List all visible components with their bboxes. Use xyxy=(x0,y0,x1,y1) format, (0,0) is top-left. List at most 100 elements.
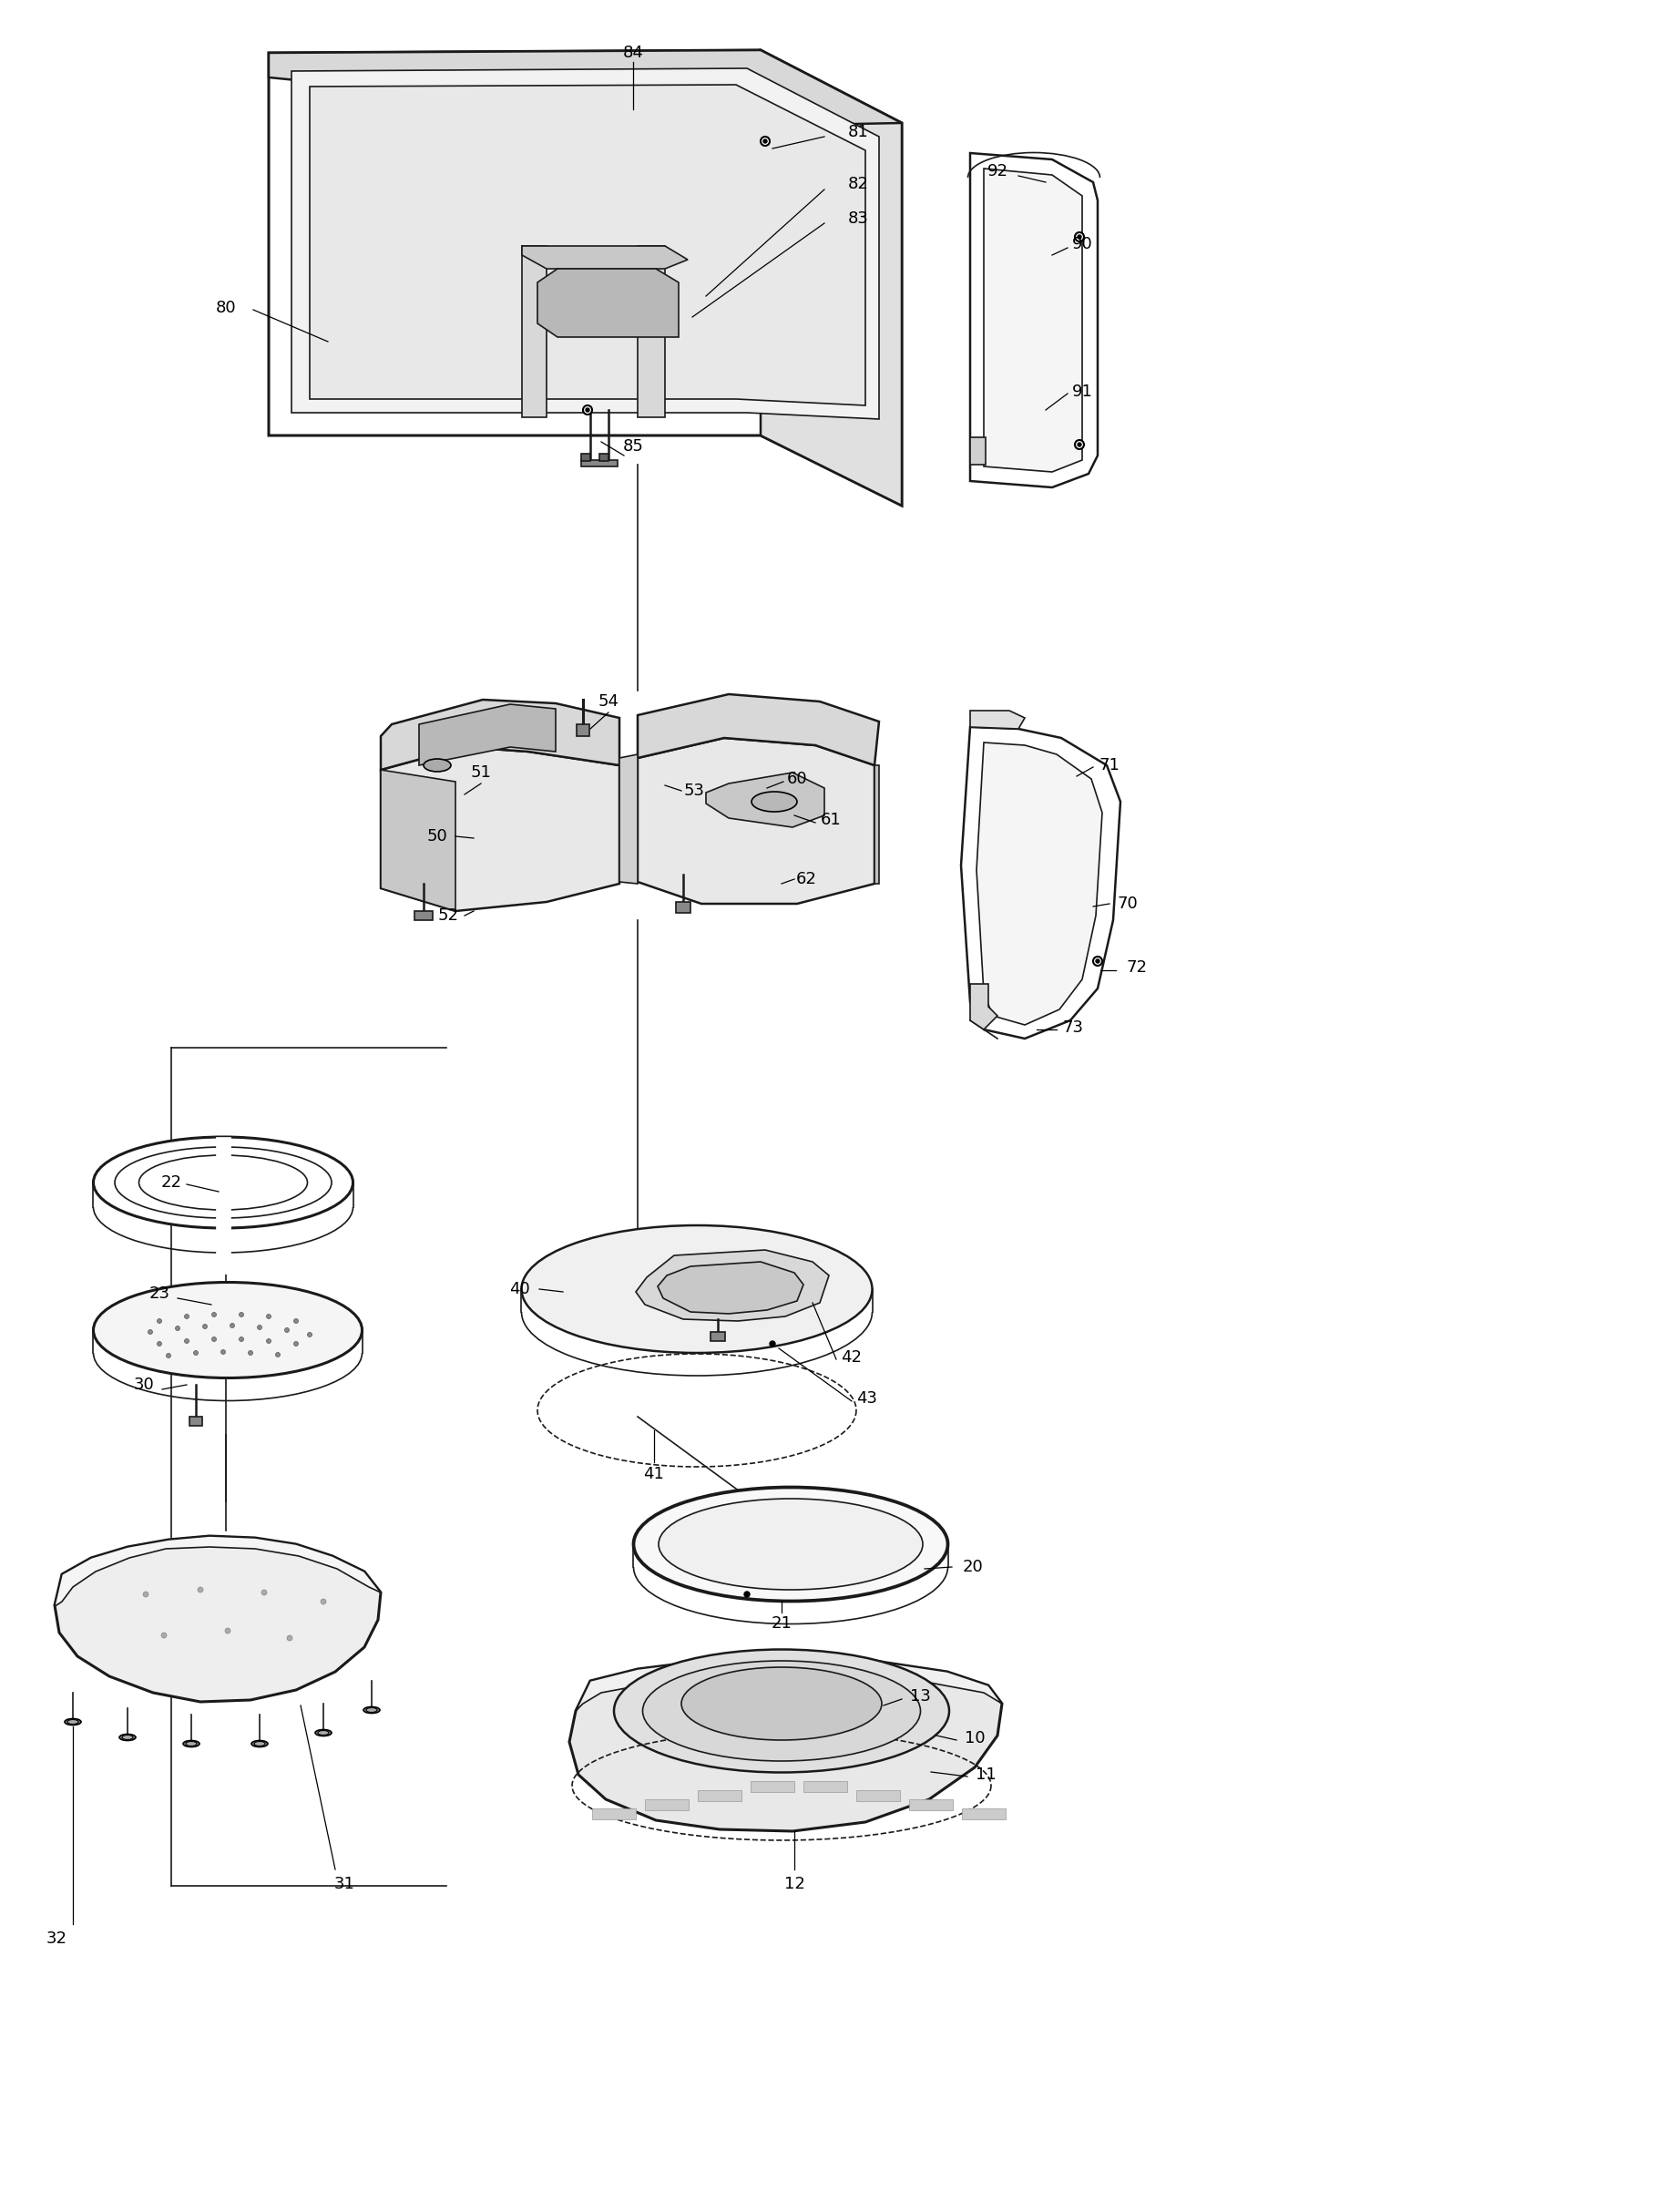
Polygon shape xyxy=(55,1535,381,1606)
Polygon shape xyxy=(969,438,986,465)
Polygon shape xyxy=(592,1809,636,1818)
Polygon shape xyxy=(216,1137,230,1274)
Polygon shape xyxy=(646,1798,689,1809)
Circle shape xyxy=(158,1340,161,1347)
Polygon shape xyxy=(190,1416,203,1427)
Circle shape xyxy=(1075,232,1083,241)
Polygon shape xyxy=(292,69,879,418)
Text: 21: 21 xyxy=(771,1615,792,1632)
Circle shape xyxy=(293,1318,299,1323)
Polygon shape xyxy=(569,1659,1003,1832)
Text: 90: 90 xyxy=(1072,237,1092,252)
Polygon shape xyxy=(961,728,1120,1040)
Ellipse shape xyxy=(94,1283,362,1378)
Polygon shape xyxy=(976,743,1102,1024)
Ellipse shape xyxy=(614,1650,949,1772)
Circle shape xyxy=(320,1599,325,1604)
Text: 70: 70 xyxy=(1117,896,1139,911)
Text: 60: 60 xyxy=(787,770,807,787)
Circle shape xyxy=(211,1312,216,1316)
Ellipse shape xyxy=(139,1155,307,1210)
Polygon shape xyxy=(857,1790,901,1801)
Polygon shape xyxy=(969,153,1098,487)
Circle shape xyxy=(203,1325,208,1329)
Text: 83: 83 xyxy=(847,210,869,228)
Circle shape xyxy=(293,1340,299,1347)
Circle shape xyxy=(161,1632,166,1639)
Circle shape xyxy=(1075,440,1083,449)
Polygon shape xyxy=(636,1250,828,1321)
Circle shape xyxy=(240,1336,243,1340)
Polygon shape xyxy=(537,268,679,336)
Ellipse shape xyxy=(659,1500,922,1590)
Circle shape xyxy=(287,1635,292,1641)
Polygon shape xyxy=(969,984,998,1029)
Polygon shape xyxy=(619,754,637,885)
Circle shape xyxy=(1095,960,1100,962)
Text: 53: 53 xyxy=(684,783,704,799)
Circle shape xyxy=(1078,442,1082,447)
Circle shape xyxy=(585,409,589,411)
Text: 42: 42 xyxy=(842,1349,862,1365)
Polygon shape xyxy=(577,723,589,737)
Text: 80: 80 xyxy=(216,301,236,316)
Text: 12: 12 xyxy=(783,1876,805,1891)
Ellipse shape xyxy=(681,1668,882,1741)
Text: 85: 85 xyxy=(622,438,644,456)
Text: 41: 41 xyxy=(644,1467,664,1482)
Polygon shape xyxy=(803,1781,847,1792)
Polygon shape xyxy=(381,699,619,770)
Polygon shape xyxy=(637,695,879,765)
Polygon shape xyxy=(657,1261,803,1314)
Polygon shape xyxy=(414,911,433,920)
Text: 54: 54 xyxy=(599,692,619,710)
Circle shape xyxy=(248,1352,253,1356)
Polygon shape xyxy=(268,51,902,507)
Circle shape xyxy=(158,1318,161,1323)
Polygon shape xyxy=(381,770,456,911)
Circle shape xyxy=(240,1312,243,1316)
Circle shape xyxy=(225,1628,230,1632)
Polygon shape xyxy=(963,1809,1006,1818)
Text: 23: 23 xyxy=(149,1285,169,1303)
Text: 10: 10 xyxy=(964,1730,984,1747)
Circle shape xyxy=(221,1349,225,1354)
Polygon shape xyxy=(310,84,865,405)
Polygon shape xyxy=(582,453,590,460)
Polygon shape xyxy=(637,739,874,905)
Ellipse shape xyxy=(114,1148,332,1219)
Text: 13: 13 xyxy=(909,1688,931,1705)
Circle shape xyxy=(257,1325,262,1329)
Circle shape xyxy=(262,1590,267,1595)
Polygon shape xyxy=(575,1659,1003,1710)
Polygon shape xyxy=(874,765,879,885)
Ellipse shape xyxy=(424,759,451,772)
Polygon shape xyxy=(751,1781,795,1792)
Circle shape xyxy=(198,1586,203,1593)
Text: 92: 92 xyxy=(988,164,1008,179)
Ellipse shape xyxy=(751,792,797,812)
Text: 30: 30 xyxy=(134,1376,154,1394)
Circle shape xyxy=(267,1314,272,1318)
Polygon shape xyxy=(582,460,617,467)
Polygon shape xyxy=(676,902,691,914)
Circle shape xyxy=(1093,956,1102,967)
Polygon shape xyxy=(761,51,902,507)
Polygon shape xyxy=(909,1798,953,1809)
Ellipse shape xyxy=(634,1486,948,1601)
Polygon shape xyxy=(711,1332,724,1340)
Circle shape xyxy=(745,1593,750,1597)
Circle shape xyxy=(1078,234,1082,239)
Circle shape xyxy=(770,1340,775,1347)
Ellipse shape xyxy=(315,1730,332,1736)
Text: 91: 91 xyxy=(1072,383,1093,400)
Polygon shape xyxy=(381,748,619,911)
Ellipse shape xyxy=(252,1741,268,1747)
Ellipse shape xyxy=(94,1137,352,1228)
Circle shape xyxy=(285,1327,288,1332)
Circle shape xyxy=(230,1323,235,1327)
Circle shape xyxy=(148,1329,153,1334)
Text: 82: 82 xyxy=(847,175,869,192)
Text: 40: 40 xyxy=(508,1281,530,1296)
Ellipse shape xyxy=(122,1734,132,1739)
